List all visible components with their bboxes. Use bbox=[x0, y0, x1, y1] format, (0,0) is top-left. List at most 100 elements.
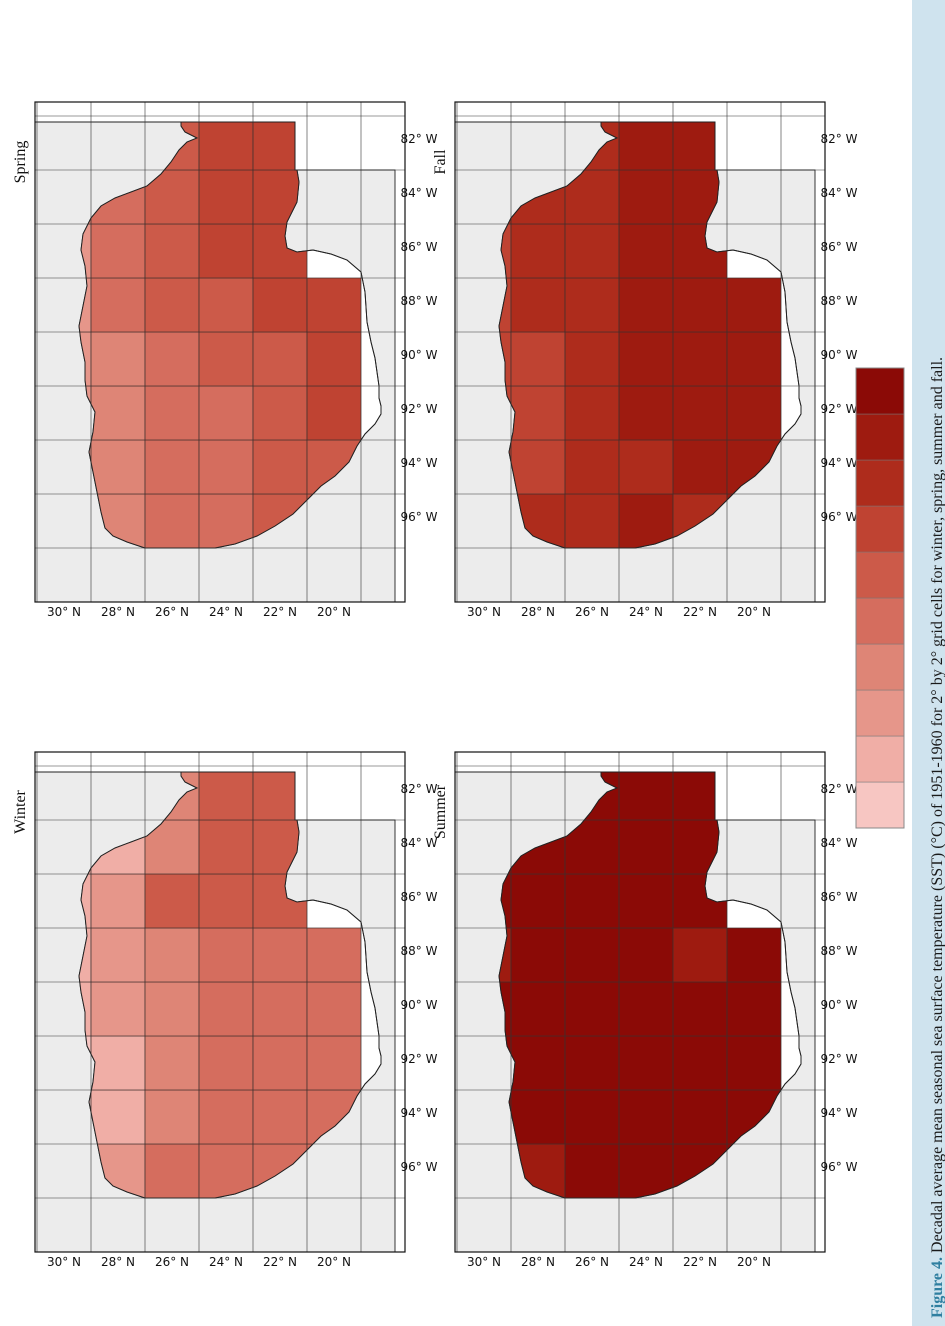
sst-grid-cell bbox=[144, 493, 200, 548]
lat-tick-label: 24° N bbox=[209, 1255, 243, 1269]
sst-grid-cell bbox=[510, 439, 566, 495]
map-frame bbox=[34, 101, 406, 603]
sst-grid-cell bbox=[306, 981, 362, 1037]
lon-tick-label: 96° W bbox=[821, 1160, 858, 1174]
lon-tick-label: 86° W bbox=[821, 890, 858, 904]
sst-grid-cell bbox=[90, 439, 146, 495]
map-frame bbox=[34, 751, 406, 1253]
lon-tick-label: 84° W bbox=[401, 836, 438, 850]
sst-grid-cell bbox=[564, 1035, 620, 1091]
sst-grid-cell bbox=[564, 927, 620, 983]
lon-tick-label: 84° W bbox=[821, 836, 858, 850]
panel-title: Fall bbox=[432, 149, 449, 174]
lon-tick-label: 92° W bbox=[821, 402, 858, 416]
lon-tick-label: 88° W bbox=[401, 944, 438, 958]
panel-title: Summer bbox=[432, 784, 449, 839]
sst-grid-cell bbox=[252, 385, 308, 441]
lat-tick-label: 20° N bbox=[737, 605, 771, 619]
sst-grid-cell bbox=[564, 385, 620, 441]
sst-grid-cell bbox=[306, 1035, 362, 1091]
sst-grid-cell bbox=[618, 1089, 674, 1145]
legend-swatch bbox=[855, 735, 905, 783]
lat-tick-label: 30° N bbox=[467, 605, 501, 619]
lat-tick-label: 22° N bbox=[263, 605, 297, 619]
sst-grid-cell bbox=[564, 331, 620, 387]
sst-grid-cell bbox=[510, 873, 566, 929]
lon-tick-label: 92° W bbox=[821, 1052, 858, 1066]
legend-swatch bbox=[855, 643, 905, 691]
lat-tick-label: 26° N bbox=[575, 605, 609, 619]
lat-tick-label: 28° N bbox=[101, 605, 135, 619]
lon-tick-label: 92° W bbox=[401, 1052, 438, 1066]
sst-grid-cell bbox=[90, 277, 146, 333]
lon-tick-label: 90° W bbox=[821, 998, 858, 1012]
sst-grid-cell bbox=[198, 169, 254, 225]
caption-label: Figure 4. bbox=[929, 1256, 945, 1318]
sst-grid-cell bbox=[618, 169, 674, 225]
sst-grid-cell bbox=[672, 1089, 728, 1145]
sst-grid-cell bbox=[90, 873, 146, 929]
sst-grid-cell bbox=[618, 439, 674, 495]
sst-grid-cell bbox=[306, 331, 362, 387]
sst-grid-cell bbox=[198, 819, 254, 875]
caption-body: Decadal average mean seasonal sea surfac… bbox=[929, 356, 945, 1257]
sst-grid-cell bbox=[198, 385, 254, 441]
sst-grid-cell bbox=[90, 1089, 146, 1145]
sst-grid-cell bbox=[252, 981, 308, 1037]
lon-tick-label: 86° W bbox=[821, 240, 858, 254]
sst-grid-cell bbox=[618, 819, 674, 875]
lat-tick-label: 28° N bbox=[521, 1255, 555, 1269]
sst-grid-cell bbox=[252, 277, 308, 333]
sst-grid-cell bbox=[252, 439, 308, 495]
caption-band bbox=[912, 0, 945, 1326]
sst-grid-cell bbox=[252, 331, 308, 387]
sst-grid-cell bbox=[90, 331, 146, 387]
lon-tick-label: 86° W bbox=[401, 890, 438, 904]
sst-grid-cell bbox=[564, 1089, 620, 1145]
lon-tick-label: 90° W bbox=[401, 348, 438, 362]
sst-grid-cell bbox=[618, 981, 674, 1037]
lon-tick-label: 94° W bbox=[401, 1106, 438, 1120]
sst-grid-cell bbox=[198, 223, 254, 279]
panel-spring: 30° N 28° N 26° N 24° N 22° N 20° N 96° W 94° W… bbox=[12, 101, 438, 619]
sst-grid-cell bbox=[144, 981, 200, 1037]
sst-grid-cell bbox=[564, 439, 620, 495]
sst-grid-cell bbox=[144, 223, 200, 279]
sst-grid-cell bbox=[564, 277, 620, 333]
lat-tick-label: 30° N bbox=[47, 605, 81, 619]
sst-grid-cell bbox=[306, 277, 362, 333]
figure-caption: Figure 4. Decadal average mean seasonal … bbox=[929, 357, 945, 1318]
legend-swatch bbox=[855, 459, 905, 507]
sst-grid-cell bbox=[618, 223, 674, 279]
sst-grid-cell bbox=[198, 927, 254, 983]
legend-swatch bbox=[855, 551, 905, 599]
lat-tick-label: 28° N bbox=[101, 1255, 135, 1269]
map-frame bbox=[454, 751, 826, 1253]
graticule bbox=[455, 102, 825, 603]
sst-grid-cell bbox=[564, 981, 620, 1037]
sst-grid-cell bbox=[198, 439, 254, 495]
sst-grid-cell bbox=[252, 1035, 308, 1091]
sst-grid-cell bbox=[564, 223, 620, 279]
sst-grid-cell bbox=[144, 1089, 200, 1145]
lat-tick-label: 24° N bbox=[629, 1255, 663, 1269]
panel-fall: 30° N 28° N 26° N 24° N 22° N 20° N 96° W 94° W… bbox=[432, 101, 858, 619]
sst-grid-cell bbox=[726, 277, 782, 333]
sst-grid-cell bbox=[198, 772, 254, 821]
sst-grid-cell bbox=[252, 927, 308, 983]
sst-grid-cell bbox=[510, 331, 566, 387]
sst-grid-cell bbox=[726, 385, 782, 441]
sst-grid-cell bbox=[198, 331, 254, 387]
sst-grid-cell bbox=[198, 122, 254, 171]
lat-tick-label: 20° N bbox=[317, 605, 351, 619]
sst-grid-cell bbox=[672, 927, 728, 983]
sst-grid-cell bbox=[144, 385, 200, 441]
sst-grid-cell bbox=[198, 873, 254, 929]
coastline bbox=[498, 771, 802, 1199]
sst-grid-cell bbox=[672, 439, 728, 495]
coastline bbox=[498, 121, 802, 549]
lat-tick-label: 24° N bbox=[209, 605, 243, 619]
legend-swatch bbox=[855, 781, 905, 829]
lon-tick-label: 88° W bbox=[821, 294, 858, 308]
